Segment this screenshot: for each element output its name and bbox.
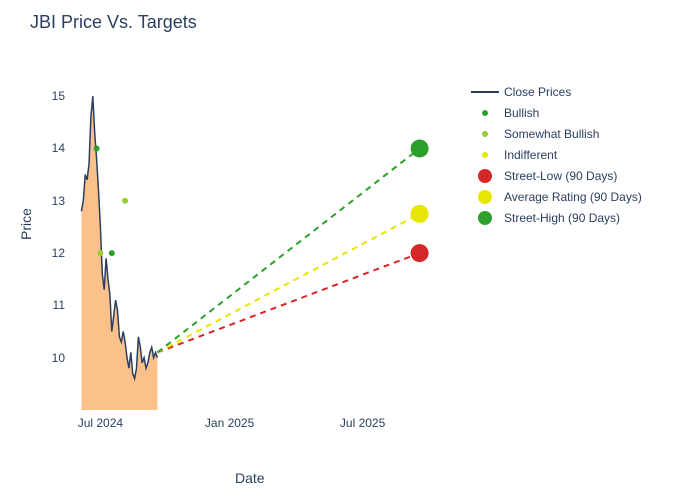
legend-dot-icon (478, 190, 492, 204)
legend-label: Average Rating (90 Days) (504, 190, 642, 204)
bullish-dot (94, 145, 100, 151)
y-tick-label: 13 (35, 194, 65, 208)
legend-dot-icon (482, 131, 488, 137)
somewhat-dot (122, 198, 128, 204)
legend-item: Bullish (470, 103, 642, 123)
y-tick-label: 10 (35, 351, 65, 365)
x-tick-label: Jul 2024 (70, 416, 130, 430)
legend-swatch (470, 110, 500, 116)
legend-dot-icon (478, 169, 492, 183)
legend-item: Average Rating (90 Days) (470, 187, 642, 207)
legend-dot-icon (478, 211, 492, 225)
legend-line-icon (471, 91, 499, 93)
legend-label: Close Prices (504, 85, 571, 99)
y-axis-label: Price (18, 208, 34, 240)
y-tick-label: 15 (35, 89, 65, 103)
legend-item: Street-High (90 Days) (470, 208, 642, 228)
x-tick-label: Jan 2025 (200, 416, 260, 430)
chart-svg (70, 70, 450, 410)
target-marker-low (411, 244, 429, 262)
target-marker-avg (411, 205, 429, 223)
legend-item: Somewhat Bullish (470, 124, 642, 144)
target-line-low (157, 253, 419, 352)
plot-area (70, 70, 450, 410)
price-area (81, 96, 157, 410)
legend-item: Indifferent (470, 145, 642, 165)
legend-swatch (470, 169, 500, 183)
y-tick-label: 14 (35, 141, 65, 155)
chart-title: JBI Price Vs. Targets (30, 12, 197, 33)
legend-label: Street-High (90 Days) (504, 211, 620, 225)
x-axis-label: Date (235, 470, 265, 486)
legend-swatch (470, 152, 500, 158)
legend-label: Somewhat Bullish (504, 127, 599, 141)
legend-label: Bullish (504, 106, 539, 120)
legend-label: Street-Low (90 Days) (504, 169, 617, 183)
bullish-dot (109, 250, 115, 256)
y-tick-label: 11 (35, 298, 65, 312)
x-tick-label: Jul 2025 (333, 416, 393, 430)
legend-swatch (470, 190, 500, 204)
y-tick-label: 12 (35, 246, 65, 260)
target-line-avg (157, 214, 419, 353)
target-line-high (157, 148, 419, 352)
legend-label: Indifferent (504, 148, 557, 162)
legend-dot-icon (482, 110, 488, 116)
legend-item: Street-Low (90 Days) (470, 166, 642, 186)
legend-swatch (470, 211, 500, 225)
legend-dot-icon (482, 152, 488, 158)
somewhat-dot (97, 250, 103, 256)
legend-swatch (470, 131, 500, 137)
target-marker-high (411, 139, 429, 157)
legend-swatch (470, 91, 500, 93)
legend: Close Prices Bullish Somewhat Bullish Indif… (470, 82, 642, 229)
legend-item: Close Prices (470, 82, 642, 102)
